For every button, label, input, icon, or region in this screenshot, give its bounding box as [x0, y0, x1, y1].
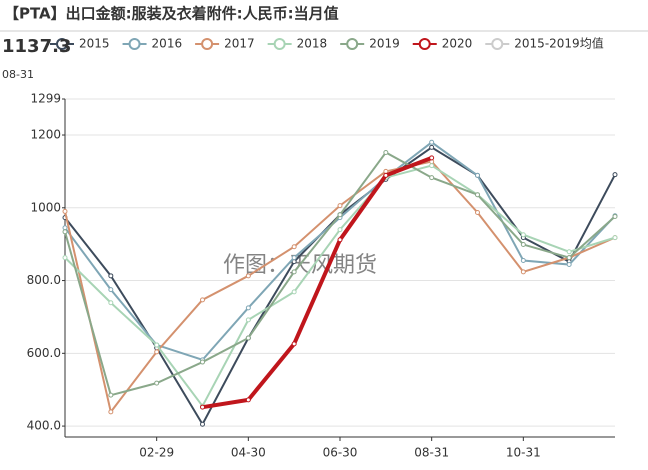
y-tick-label: 400.0 — [27, 419, 61, 433]
point — [612, 172, 618, 178]
series-line — [64, 164, 616, 408]
point — [108, 300, 114, 306]
point — [245, 273, 251, 279]
legend-label: 2020 — [442, 37, 473, 51]
chart-title: 【PTA】出口金额:服装及衣着附件:人民币:当月值 — [4, 5, 339, 23]
legend-symbol — [201, 38, 214, 50]
y-tick-label: 800.0 — [27, 273, 61, 287]
point — [245, 305, 251, 311]
x-tick-label: 08-31 — [414, 446, 449, 460]
y-tick-label: 1299 — [30, 92, 61, 106]
point — [154, 380, 160, 386]
point — [291, 255, 297, 261]
legend-label: 2019 — [369, 37, 400, 51]
point — [245, 335, 251, 341]
point — [200, 359, 205, 365]
legend-symbol — [346, 38, 359, 50]
point — [475, 210, 480, 216]
legend-symbol — [128, 38, 141, 50]
legend-label: 2015 — [79, 37, 110, 51]
point — [154, 342, 160, 348]
point — [383, 172, 389, 178]
legend-label: 2016 — [152, 37, 183, 51]
legend-label: 2015-2019均值 — [514, 36, 603, 51]
legend-label: 2018 — [297, 37, 328, 51]
series-line — [64, 141, 616, 362]
point — [520, 269, 526, 275]
point — [566, 255, 572, 261]
point — [108, 287, 114, 293]
point — [291, 244, 297, 250]
point — [475, 192, 480, 198]
point — [475, 172, 480, 178]
point — [429, 155, 435, 161]
point — [200, 297, 205, 303]
point — [520, 242, 526, 248]
y-tick-label: 600.0 — [27, 346, 61, 360]
legend-symbol — [491, 38, 504, 50]
point — [108, 392, 114, 398]
point — [520, 232, 526, 238]
legend-symbol — [418, 38, 431, 50]
y-tick-label: 1000 — [30, 200, 61, 214]
point — [245, 317, 251, 323]
legend-symbol — [273, 38, 286, 50]
point — [337, 237, 343, 243]
x-tick-label: 10-31 — [506, 446, 541, 460]
point — [429, 144, 435, 150]
point — [612, 214, 618, 220]
point — [337, 203, 343, 209]
point — [291, 289, 297, 295]
point — [429, 175, 435, 181]
point — [291, 341, 297, 347]
point — [337, 212, 343, 218]
series-line — [64, 146, 616, 427]
point — [245, 397, 251, 403]
point — [108, 409, 114, 415]
point — [566, 262, 572, 268]
point — [62, 208, 68, 214]
point — [200, 421, 205, 427]
point — [337, 227, 343, 233]
point — [200, 404, 205, 410]
point — [429, 163, 435, 169]
point — [566, 249, 572, 255]
x-tick-label: 04-30 — [231, 446, 266, 460]
x-tick-label: 02-29 — [139, 446, 174, 460]
x-tick-label: 06-30 — [323, 446, 358, 460]
point — [62, 229, 68, 235]
point — [62, 255, 68, 261]
point — [612, 235, 618, 241]
point — [429, 139, 435, 145]
legend-symbol — [56, 38, 68, 50]
legend-label: 2017 — [224, 37, 255, 51]
series-line — [202, 155, 433, 410]
point — [383, 149, 389, 155]
point — [291, 269, 297, 275]
tooltip-value: 1137.3 — [2, 36, 71, 57]
point — [108, 273, 114, 279]
series-line — [64, 160, 616, 415]
tooltip-label: 08-31 — [2, 68, 34, 81]
point — [154, 349, 160, 355]
point — [520, 258, 526, 264]
point — [62, 225, 68, 231]
y-tick-label: 1200 — [30, 128, 61, 142]
